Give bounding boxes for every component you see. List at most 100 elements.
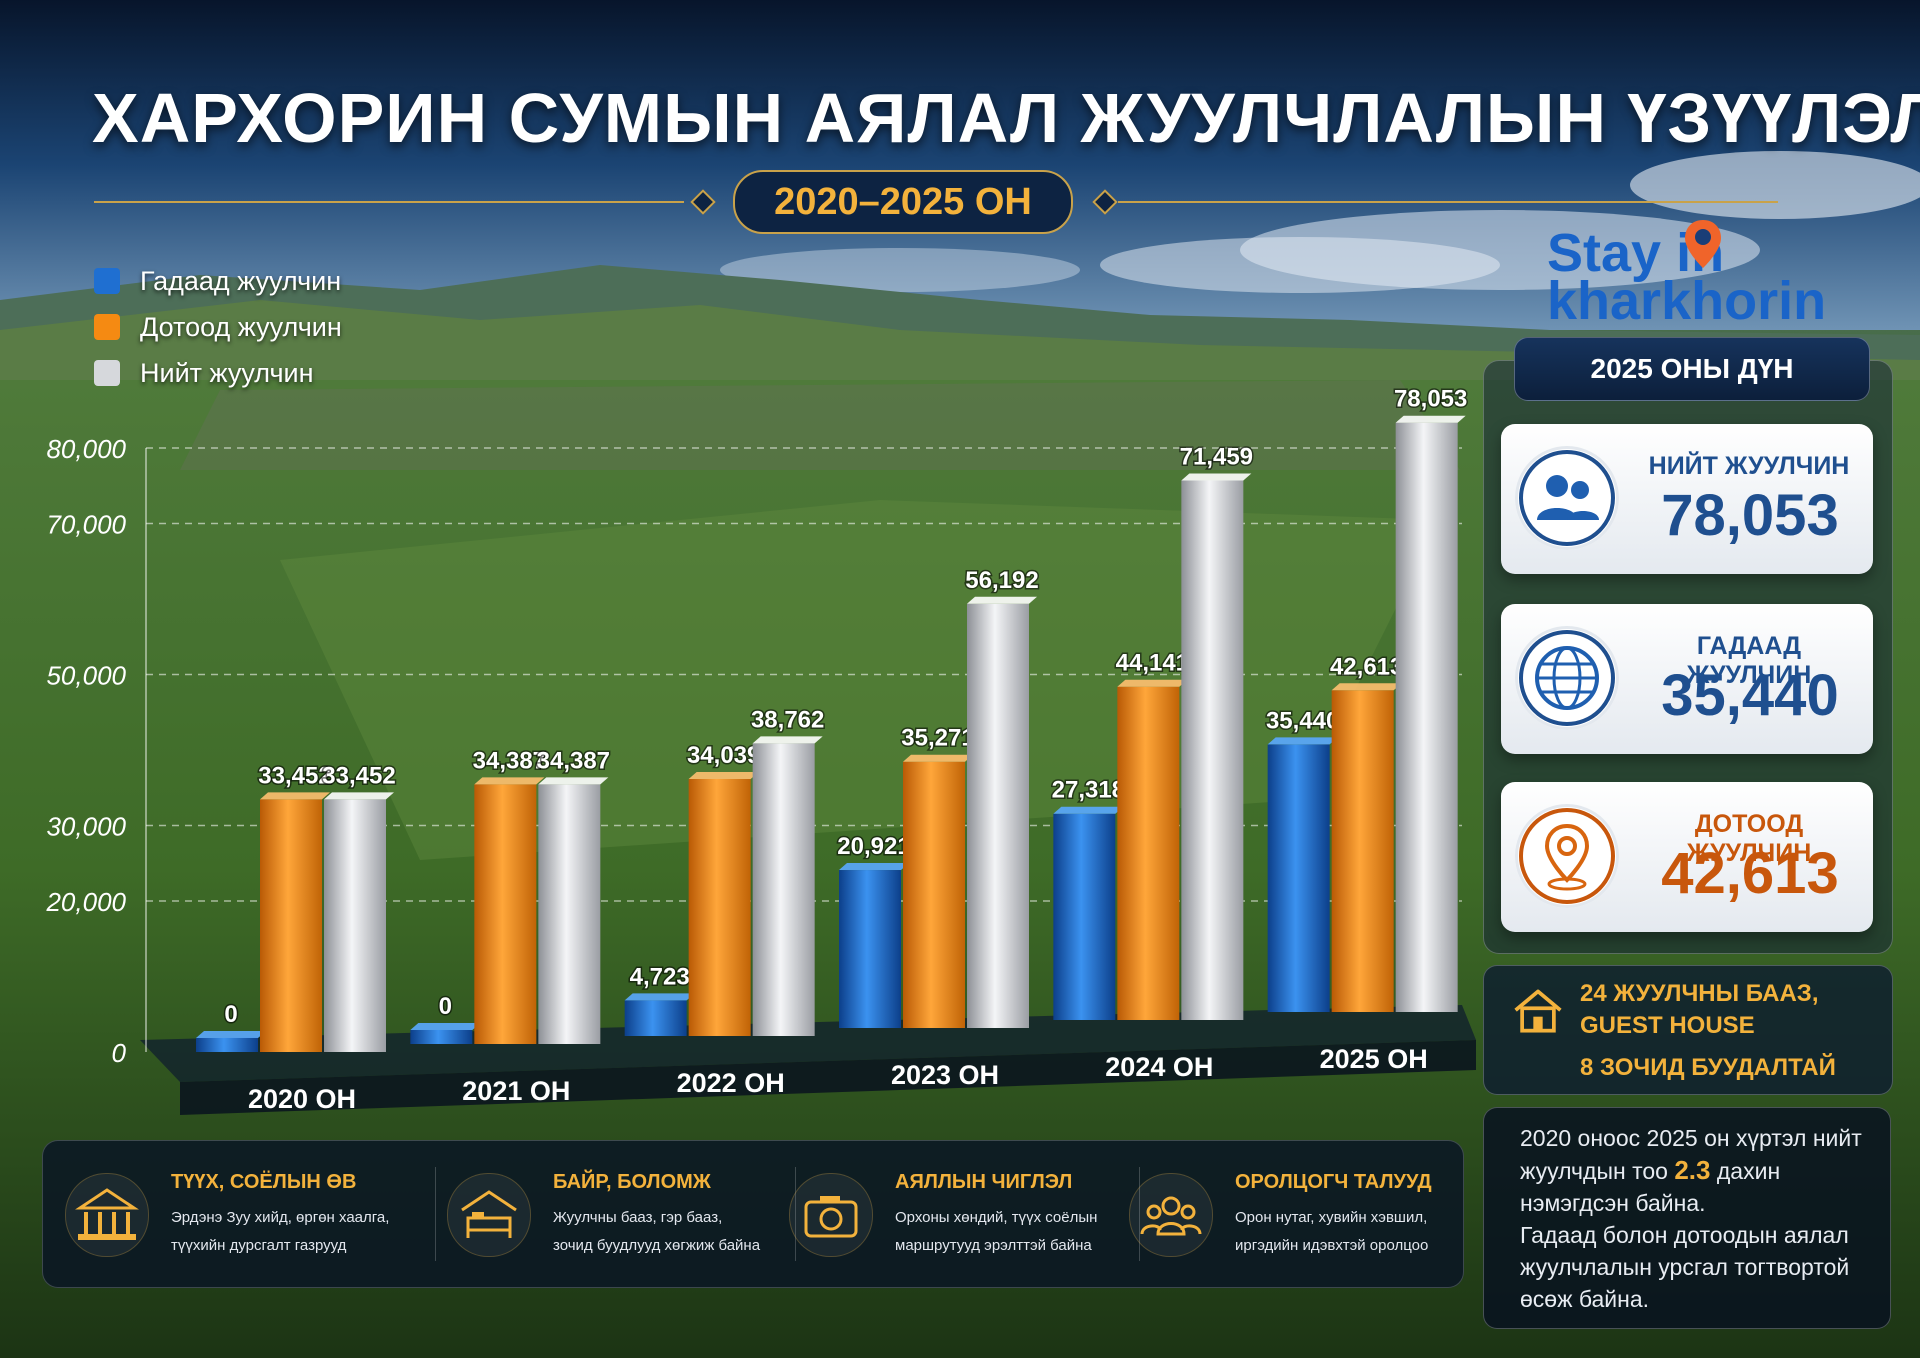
y-tick-label: 80,000 [46,434,126,464]
data-label: 34,387 [537,747,610,774]
summary-card-foreign-value: 35,440 [1661,663,1839,728]
data-label: 0 [439,993,452,1020]
logo-pin-icon [1685,220,1721,268]
data-label: 33,452 [322,762,395,789]
summary-card-total: НИЙТ ЖУУЛЧИН 78,053 [1501,424,1873,574]
bar-total [1395,422,1458,1013]
data-label: 56,192 [965,567,1038,594]
feature-heritage: ТҮҮХ, СОЁЛЫН ӨВ Эрдэнэ Зуу хийд, өргөн х… [43,1141,399,1287]
bar-foreign [410,1030,473,1044]
y-tick-label: 30,000 [46,812,126,842]
bar-foreign [196,1038,258,1052]
x-category-label: 2020 ОН [248,1084,356,1114]
tourist-bar-chart: 0 20,000 30,000 50,000 70,000 80,000 0 33,45233… [45,384,1476,1115]
bed-icon [447,1173,531,1257]
legend-item-domestic: Дотоод жуулчин [94,304,342,350]
chart-base-platform [140,1005,1476,1082]
bar-total [967,603,1029,1028]
camera-icon [789,1173,873,1257]
bar-domestic-top [474,777,545,785]
data-label: 0 [224,1001,237,1028]
feature-separator [435,1167,436,1261]
y-tick-label: 50,000 [46,661,126,691]
legend-item-foreign: Гадаад жуулчин [94,258,342,304]
y-tick-label: 70,000 [46,510,126,540]
legend-label-foreign: Гадаад жуулчин [140,265,342,296]
facility-info-box: 24 ЖУУЛЧНЫ БААЗ, GUEST HOUSE 8 ЗОЧИД БУУ… [1483,965,1893,1095]
feature-separator [795,1167,796,1261]
globe-icon [1515,626,1619,730]
bar-foreign-top [196,1031,266,1038]
bar-foreign [1267,744,1330,1012]
bar-domestic [474,784,537,1044]
bar-domestic-top [688,772,759,780]
data-label: 78,053 [1394,386,1467,413]
data-label: 33,452 [258,762,331,789]
feature-heritage-line-2: түүхийн дурсгалт газрууд [171,1237,347,1254]
summary-card-domestic-value: 42,613 [1661,841,1839,906]
feature-accommodation-line-2: зочид буудлууд хөгжиж байна [553,1237,761,1254]
bar-foreign-top [624,993,695,1001]
bar-domestic [688,779,751,1036]
bar-total [538,784,601,1044]
y-tick-label: 20,000 [45,887,126,917]
bar-domestic-top [1117,679,1188,687]
bar-foreign-top [1053,806,1124,814]
bar-domestic [1117,686,1180,1020]
legend-swatch-foreign [94,268,120,294]
chart-legend: Гадаад жуулчин Дотоод жуулчин Нийт жуулч… [94,258,342,396]
feature-destination: АЯЛЛЫН ЧИГЛЭЛ Орхоны хөндий, түүх соёлын… [767,1141,1123,1287]
feature-destination-heading: АЯЛЛЫН ЧИГЛЭЛ [895,1171,1073,1193]
feature-heritage-heading: ТҮҮХ, СОЁЛЫН ӨВ [171,1171,357,1193]
summary-header: 2025 ОНЫ ДҮН [1514,337,1870,401]
data-label: 4,723 [630,963,690,990]
data-label: 42,613 [1330,653,1403,680]
legend-swatch-domestic [94,314,120,340]
bar-foreign [624,1000,687,1036]
x-category-label: 2024 ОН [1105,1052,1213,1082]
bar-total-top [967,596,1037,604]
legend-label-total: Нийт жуулчин [140,357,314,388]
feature-stakeholders: ОРОЛЦОГЧ ТАЛУУД Орон нутаг, хувийн хэвши… [1107,1141,1463,1287]
map-pin-icon [1515,804,1619,908]
summary-card-total-label: НИЙТ ЖУУЛЧИН [1648,452,1850,480]
summary-card-foreign-label: ГАДААД ЖУУЛЧИН [1686,632,1812,689]
data-label: 38,762 [751,706,824,733]
feature-accommodation-line-1: Жуулчны бааз, гэр бааз, [553,1209,723,1226]
chart-base-front [180,1040,1476,1115]
bar-total-top [752,736,823,744]
feature-stakeholders-line-1: Орон нутаг, хувийн хэвшил, [1235,1209,1428,1226]
feature-destination-line-2: маршрутууд эрэлттэй байна [895,1237,1092,1254]
summary-card-foreign: ГАДААД ЖУУЛЧИН 35,440 [1501,604,1873,754]
legend-item-total: Нийт жуулчин [94,350,342,396]
summary-card-total-value: 78,053 [1661,483,1839,548]
title-rule-left [94,201,684,203]
logo-line-2: kharkhorin [1547,271,1827,331]
bar-total-top [1395,415,1466,423]
page-title: ХАРХОРИН СУМЫН АЯЛАЛ ЖУУЛЧЛАЛЫН ҮЗҮҮЛЭЛТ [92,79,1920,157]
data-label: 34,039 [687,742,760,769]
bar-total [752,743,815,1036]
legend-swatch-total [94,360,120,386]
people-icon [1515,446,1619,550]
note-highlight: 2.3 [1674,1155,1711,1185]
bar-domestic-top [1331,683,1402,691]
data-label: 27,318 [1052,777,1125,804]
house-icon [1514,989,1562,1033]
x-category-label: 2022 ОН [677,1068,785,1098]
facility-line-2: GUEST HOUSE [1580,1012,1755,1039]
bar-total-top [324,792,394,800]
feature-strip: ТҮҮХ, СОЁЛЫН ӨВ Эрдэнэ Зуу хийд, өргөн х… [42,1140,1464,1288]
facility-line-3: 8 ЗОЧИД БУУДАЛТАЙ [1580,1054,1836,1081]
bar-foreign-top [839,863,909,871]
note-text-2: дахин нэмэгдсэн байна. [1520,1158,1781,1216]
feature-heritage-line-1: Эрдэнэ Зуу хийд, өргөн хаалга, [171,1209,390,1226]
summary-card-domestic-label: ДОТООД ЖУУЛЧИН [1686,810,1812,867]
feature-accommodation: БАЙР, БОЛОМЖ Жуулчны бааз, гэр бааз, зоч… [425,1141,781,1287]
data-label: 44,141 [1116,650,1189,677]
title-rule-right [1118,201,1778,203]
note-text-1: 2020 оноос 2025 он хүртэл нийт жуулчдын … [1520,1125,1862,1184]
feature-accommodation-heading: БАЙР, БОЛОМЖ [553,1171,711,1193]
x-category-label: 2021 ОН [462,1076,570,1106]
feature-destination-line-1: Орхоны хөндий, түүх соёлын [895,1209,1098,1226]
